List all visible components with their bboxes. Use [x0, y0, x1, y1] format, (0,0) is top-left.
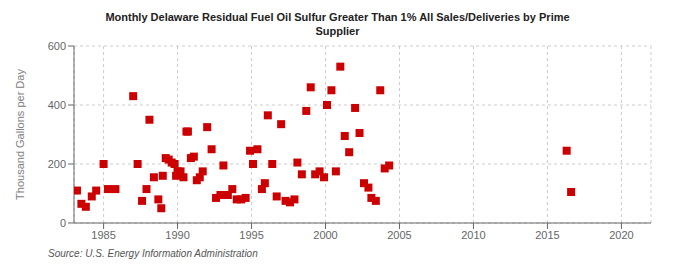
svg-text:400: 400: [48, 99, 66, 111]
svg-text:2020: 2020: [609, 229, 633, 241]
svg-text:0: 0: [60, 217, 66, 229]
html-text:Monthly Delaware Residual Fuel: Monthly Delaware Residual Fuel Oil Sulfu…: [105, 11, 570, 23]
svg-text:600: 600: [48, 40, 66, 52]
html-text:Supplier: Supplier: [315, 25, 360, 37]
svg-text:2005: 2005: [387, 229, 411, 241]
svg-text:Thousand Gallons per Day: Thousand Gallons per Day: [14, 69, 26, 200]
svg-text:2010: 2010: [461, 229, 485, 241]
html-text:Source: U.S. Energy Informatio: Source: U.S. Energy Information Administ…: [48, 248, 258, 259]
svg-text:1995: 1995: [239, 229, 263, 241]
svg-text:2015: 2015: [535, 229, 559, 241]
svg-text:1990: 1990: [165, 229, 189, 241]
svg-text:200: 200: [48, 158, 66, 170]
svg-text:1985: 1985: [91, 229, 115, 241]
svg-text:2000: 2000: [313, 229, 337, 241]
